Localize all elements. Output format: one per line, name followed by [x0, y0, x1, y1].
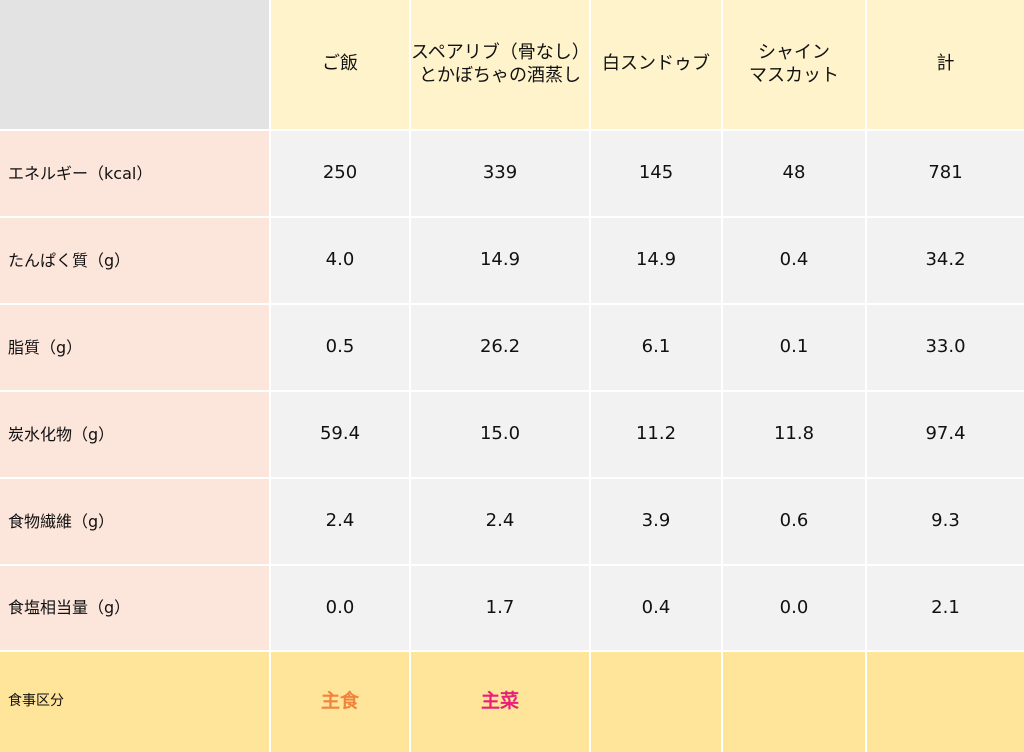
column-header: シャイン マスカット	[723, 0, 865, 129]
table-cell: 34.2	[867, 218, 1024, 303]
row-header: 食塩相当量（g）	[0, 566, 269, 650]
row-header: たんぱく質（g）	[0, 218, 269, 303]
table-cell: 15.0	[411, 392, 589, 477]
table-cell: 0.4	[723, 218, 865, 303]
table-cell: 11.8	[723, 392, 865, 477]
meal-category-cell	[867, 652, 1024, 752]
table-cell: 4.0	[271, 218, 409, 303]
row-header: 食物繊維（g）	[0, 479, 269, 564]
column-header-label: ご飯	[322, 53, 358, 76]
table-cell: 0.0	[271, 566, 409, 650]
table-cell: 11.2	[591, 392, 721, 477]
table-cell: 14.9	[411, 218, 589, 303]
table-cell: 0.5	[271, 305, 409, 390]
table-cell: 250	[271, 131, 409, 216]
table-cell: 33.0	[867, 305, 1024, 390]
column-header-line: 計	[936, 53, 955, 75]
column-header-line: スペアリブ（骨なし）	[411, 42, 590, 63]
column-header-label: 白スンドゥブ	[602, 53, 710, 76]
table-cell: 26.2	[411, 305, 589, 390]
column-header-label: スペアリブ（骨なし） とかぼちゃの酒蒸し	[411, 42, 590, 87]
meal-category-cell: 主食	[271, 652, 409, 752]
table-cell: 1.7	[411, 566, 589, 650]
column-header: スペアリブ（骨なし） とかぼちゃの酒蒸し	[411, 0, 590, 129]
table-cell: 9.3	[867, 479, 1024, 564]
table-cell: 0.6	[723, 479, 865, 564]
meal-category-cell	[591, 652, 721, 752]
table-cell: 97.4	[867, 392, 1024, 477]
table-cell: 145	[591, 131, 721, 216]
column-header-line: 白スンドゥブ	[602, 53, 710, 75]
table-cell: 0.0	[723, 566, 865, 650]
table-cell: 2.1	[867, 566, 1024, 650]
table-cell: 2.4	[411, 479, 589, 564]
row-header: エネルギー（kcal）	[0, 131, 269, 216]
row-header: 炭水化物（g）	[0, 392, 269, 477]
column-header-line: ご飯	[322, 53, 358, 75]
table-cell: 2.4	[271, 479, 409, 564]
column-header: 白スンドゥブ	[591, 0, 721, 129]
table-cell: 6.1	[591, 305, 721, 390]
meal-category-cell	[723, 652, 865, 752]
meal-category-cell: 主菜	[411, 652, 589, 752]
column-header-label: 計	[937, 53, 955, 76]
table-cell: 48	[723, 131, 865, 216]
column-header-line: シャイン	[758, 42, 830, 63]
table-cell: 339	[411, 131, 589, 216]
column-header: 計	[867, 0, 1024, 129]
table-cell: 59.4	[271, 392, 409, 477]
table-cell: 3.9	[591, 479, 721, 564]
row-header: 脂質（g）	[0, 305, 269, 390]
footer-label: 食事区分	[0, 652, 269, 752]
column-header-label: シャイン マスカット	[749, 42, 839, 87]
corner-cell	[0, 0, 269, 129]
table-cell: 14.9	[591, 218, 721, 303]
table-cell: 0.4	[591, 566, 721, 650]
column-header-line: とかぼちゃの酒蒸し	[419, 64, 581, 86]
table-cell: 781	[867, 131, 1024, 216]
column-header-line: マスカット	[749, 64, 839, 86]
table-cell: 0.1	[723, 305, 865, 390]
column-header: ご飯	[271, 0, 409, 129]
